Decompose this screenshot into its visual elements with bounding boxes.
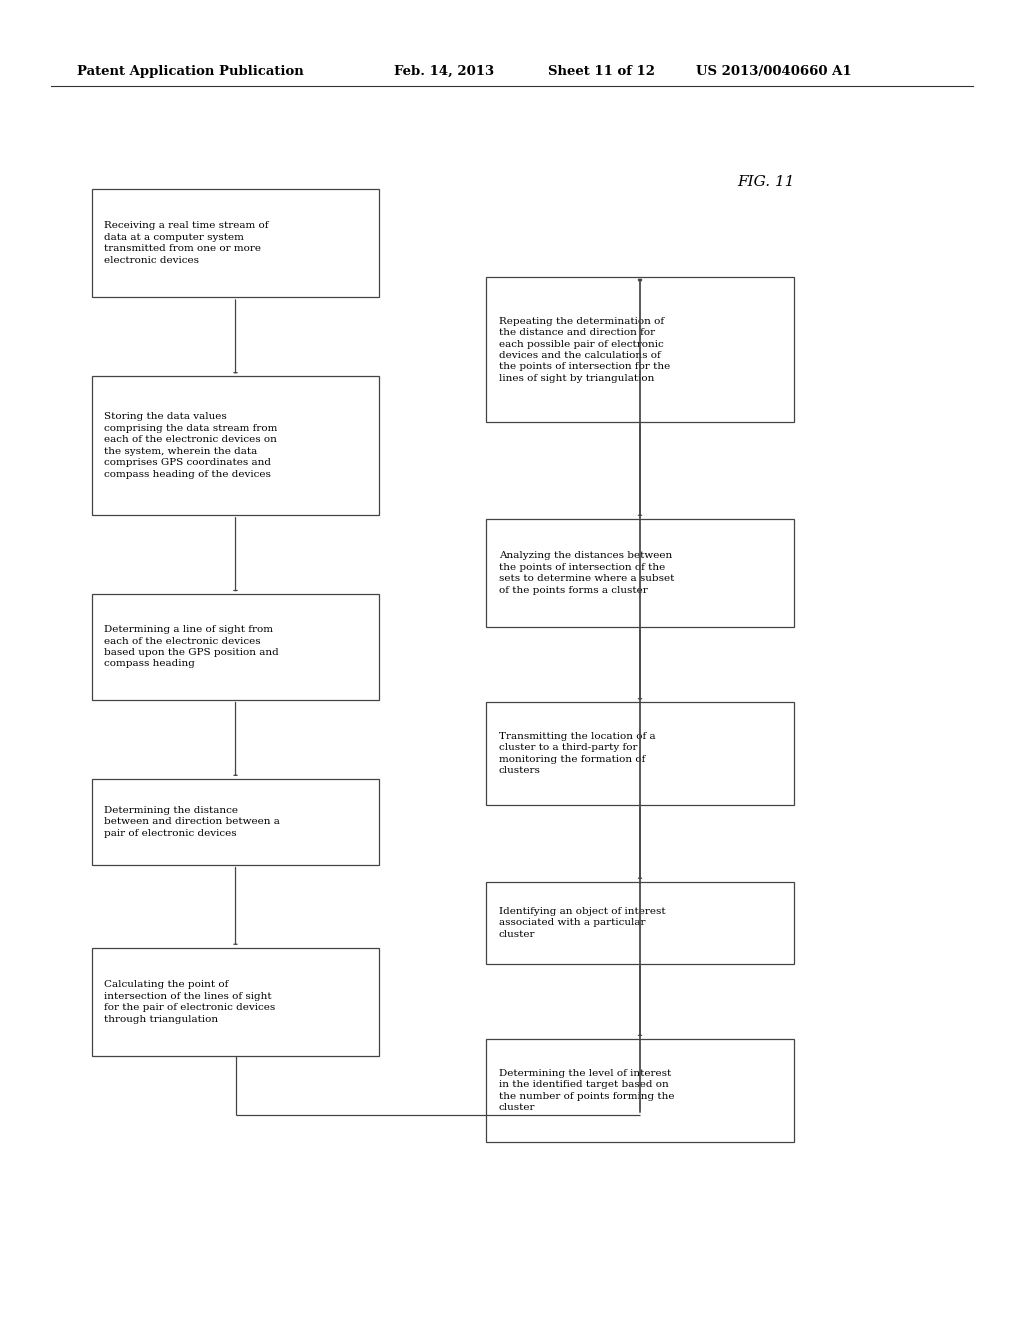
Text: Sheet 11 of 12: Sheet 11 of 12 bbox=[548, 65, 654, 78]
Text: Determining the level of interest
in the identified target based on
the number o: Determining the level of interest in the… bbox=[499, 1069, 674, 1111]
Bar bbox=[486, 702, 794, 805]
Text: Feb. 14, 2013: Feb. 14, 2013 bbox=[394, 65, 495, 78]
Text: Repeating the determination of
the distance and direction for
each possible pair: Repeating the determination of the dista… bbox=[499, 317, 670, 383]
Text: Receiving a real time stream of
data at a computer system
transmitted from one o: Receiving a real time stream of data at … bbox=[104, 222, 269, 264]
Text: Transmitting the location of a
cluster to a third-party for
monitoring the forma: Transmitting the location of a cluster t… bbox=[499, 733, 655, 775]
Text: Determining the distance
between and direction between a
pair of electronic devi: Determining the distance between and dir… bbox=[104, 805, 281, 838]
Text: Determining a line of sight from
each of the electronic devices
based upon the G: Determining a line of sight from each of… bbox=[104, 626, 280, 668]
Bar bbox=[486, 882, 794, 964]
Bar bbox=[486, 1039, 794, 1142]
Text: Storing the data values
comprising the data stream from
each of the electronic d: Storing the data values comprising the d… bbox=[104, 412, 278, 479]
Bar bbox=[92, 189, 379, 297]
Bar bbox=[92, 779, 379, 865]
Bar bbox=[92, 376, 379, 515]
Text: US 2013/0040660 A1: US 2013/0040660 A1 bbox=[696, 65, 852, 78]
Text: Analyzing the distances between
the points of intersection of the
sets to determ: Analyzing the distances between the poin… bbox=[499, 552, 674, 594]
Text: Identifying an object of interest
associated with a particular
cluster: Identifying an object of interest associ… bbox=[499, 907, 666, 939]
Text: Patent Application Publication: Patent Application Publication bbox=[77, 65, 303, 78]
Bar bbox=[92, 948, 379, 1056]
Bar bbox=[486, 277, 794, 422]
Text: Calculating the point of
intersection of the lines of sight
for the pair of elec: Calculating the point of intersection of… bbox=[104, 981, 275, 1023]
Bar bbox=[92, 594, 379, 700]
Text: FIG. 11: FIG. 11 bbox=[737, 176, 795, 189]
Bar bbox=[486, 519, 794, 627]
